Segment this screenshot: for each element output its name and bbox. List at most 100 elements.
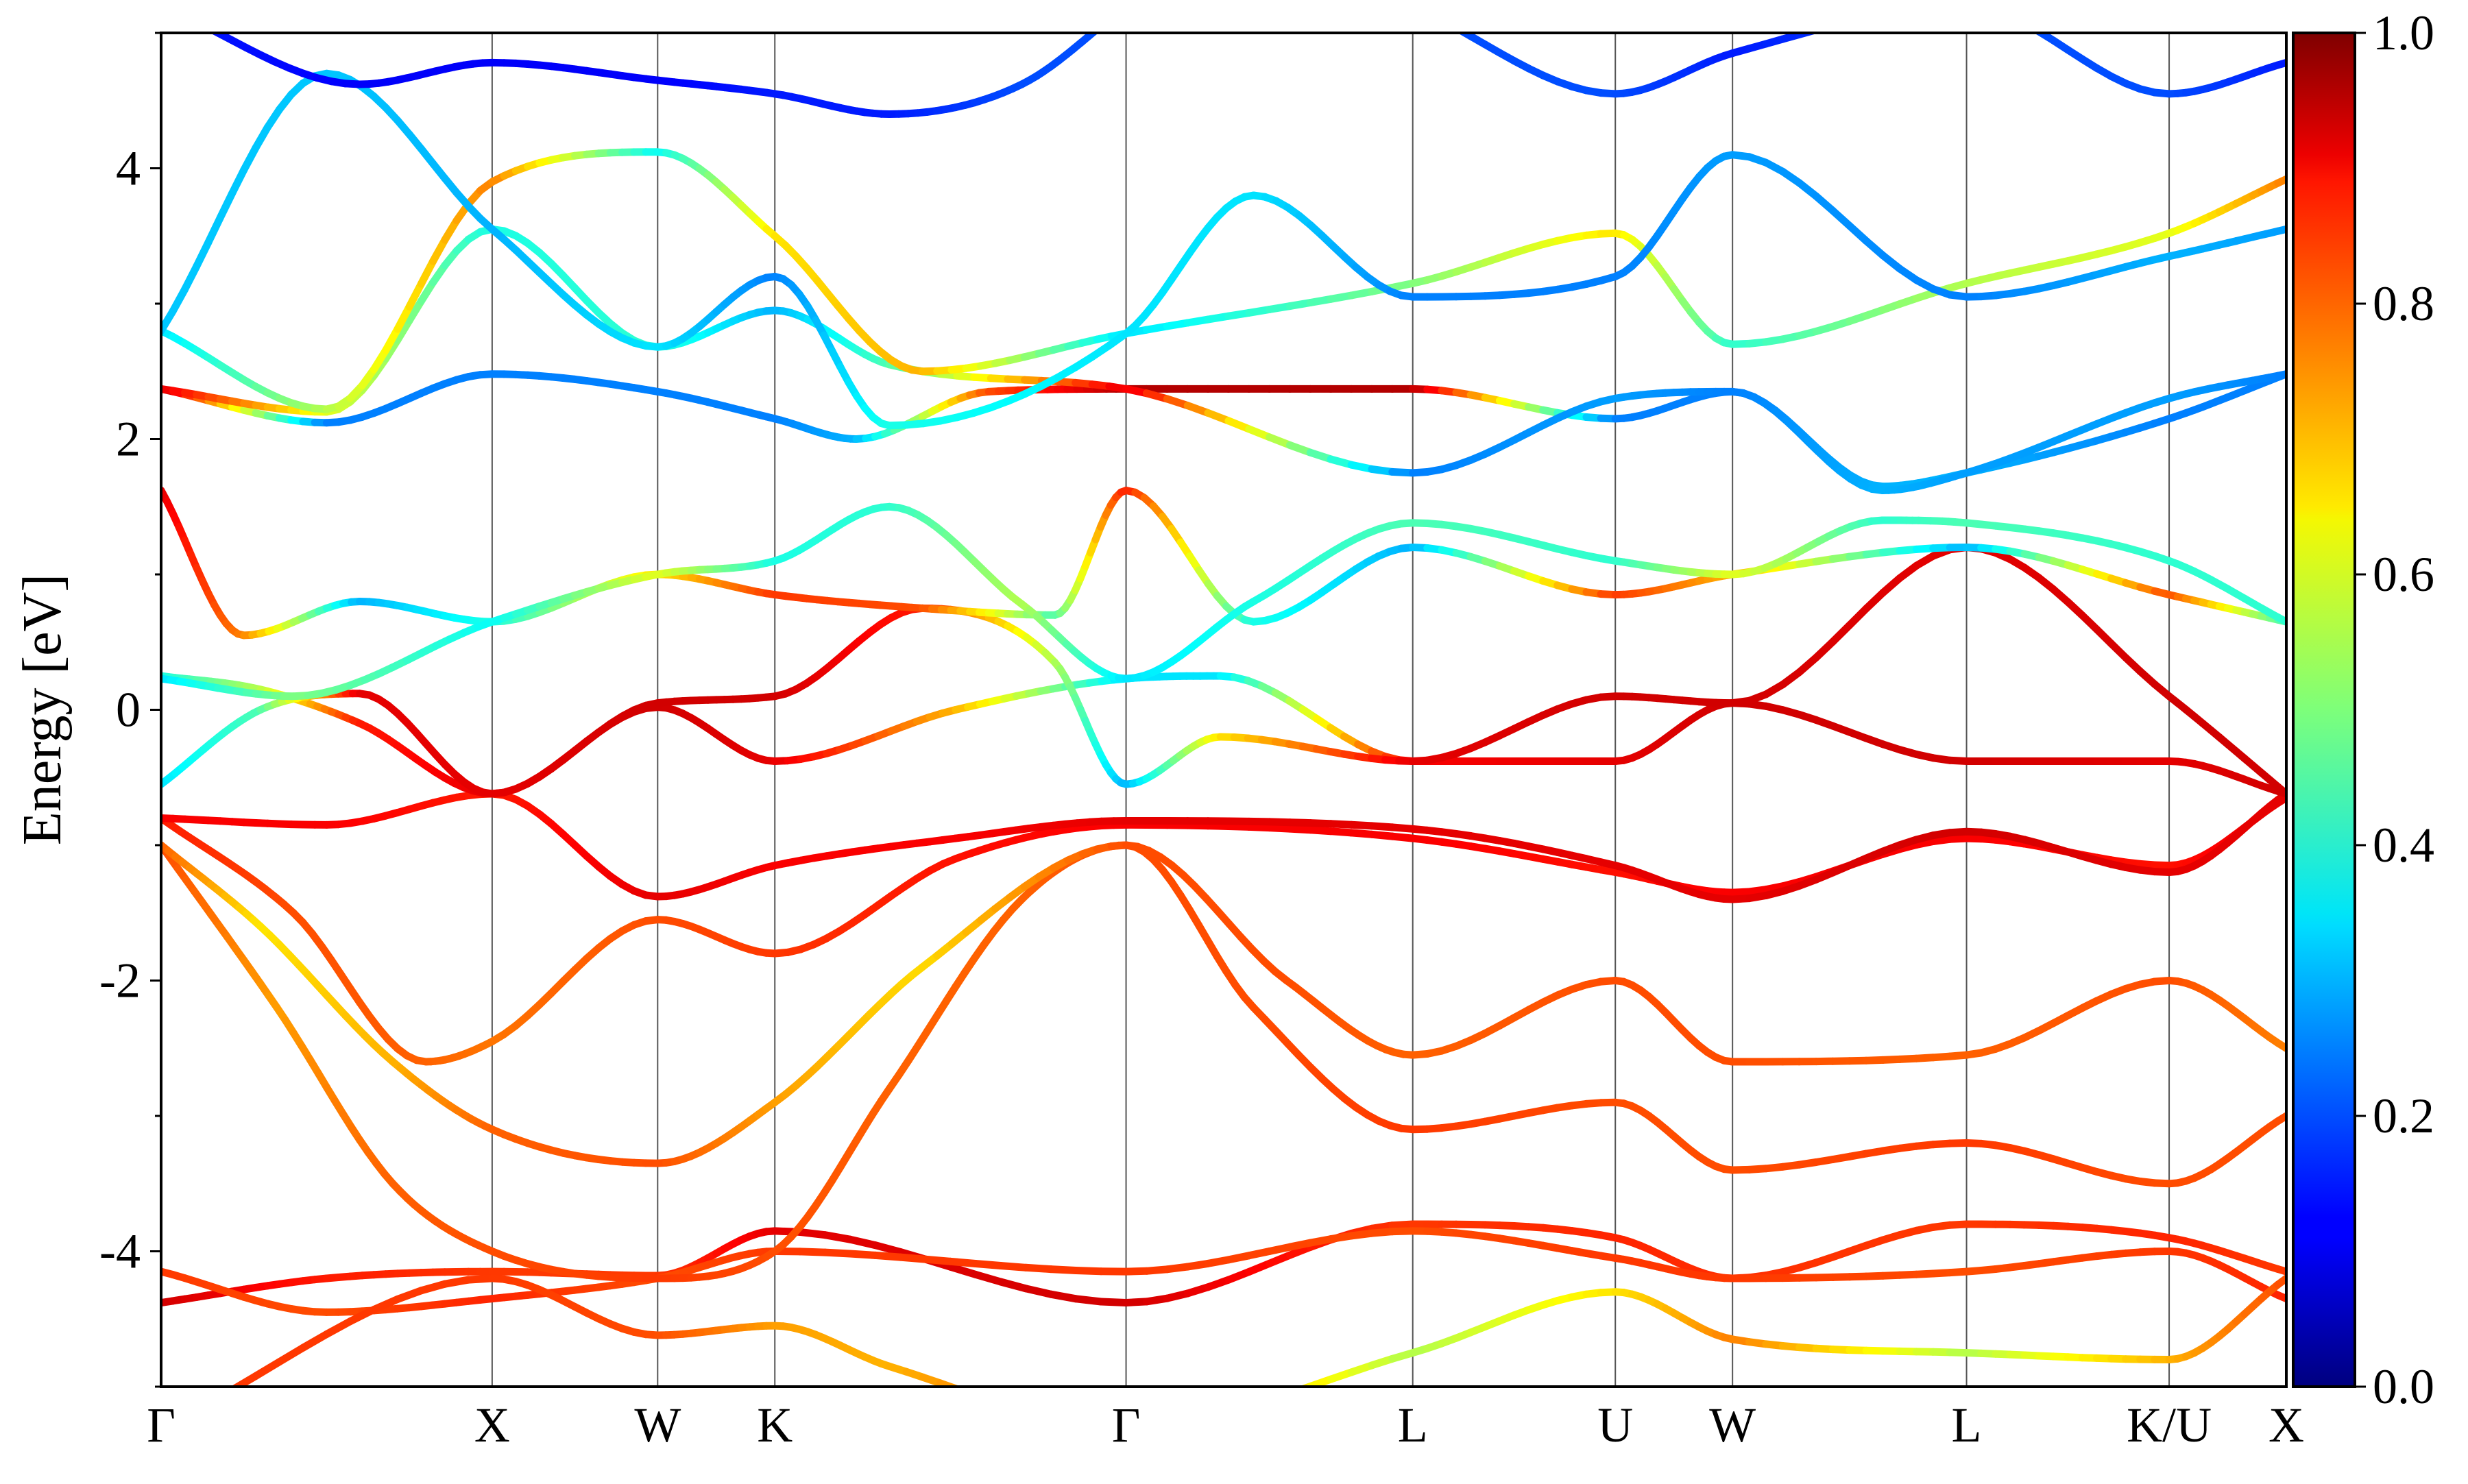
band-segment	[1096, 24, 1104, 30]
band-segment	[1208, 1412, 1229, 1417]
band-segment	[1981, 7, 1996, 10]
band-segment	[1833, 21, 1850, 25]
y-tick-label: 2	[116, 412, 141, 467]
band-segment	[950, 1267, 976, 1274]
band-segment	[1249, 1400, 1270, 1407]
colorbar	[2293, 33, 2355, 1387]
colorbar-tick-label: 0.6	[2373, 547, 2434, 602]
band-segment	[875, 1255, 901, 1257]
band-segment	[1092, 1425, 1109, 1426]
band-segment	[1001, 1266, 1026, 1268]
x-tick-label: X	[474, 1398, 510, 1452]
band-segment	[1442, 20, 1456, 27]
band-segment	[244, 148, 256, 170]
x-tick-label: Γ	[1112, 1398, 1141, 1452]
band-segment	[208, 1390, 232, 1404]
band-segment	[280, 1348, 303, 1362]
band-segment	[1076, 1299, 1101, 1302]
band-3	[161, 845, 2286, 1163]
band-segment	[1916, 8, 1933, 10]
band-segment	[232, 170, 244, 193]
band-segment	[2024, 23, 2039, 32]
band-segment	[957, 1389, 974, 1395]
band-segment	[326, 1322, 350, 1335]
band-segment	[1167, 1422, 1187, 1425]
y-tick-label: 4	[116, 141, 141, 196]
band-segment	[303, 1335, 327, 1348]
band-segment	[1076, 1423, 1093, 1426]
band-segment	[950, 1261, 976, 1263]
x-tick-label: K	[757, 1398, 793, 1452]
band-segment	[1001, 1282, 1026, 1289]
band-11	[161, 229, 2286, 490]
band-segment	[1119, 6, 1126, 12]
band-segment	[1187, 1418, 1208, 1422]
colorbar-tick-label: 0.4	[2373, 818, 2434, 873]
band-4	[161, 798, 2286, 1062]
band-segment	[1816, 25, 1832, 29]
band-segment	[1041, 1415, 1058, 1420]
band-segment	[1058, 1420, 1076, 1423]
colorbar-ticks: 1.00.80.60.40.20.0	[2355, 5, 2434, 1414]
x-tick-label: W	[634, 1398, 681, 1452]
band-7	[161, 548, 2286, 794]
band-segment	[1104, 18, 1111, 24]
band-segment	[185, 1403, 209, 1415]
band-segment	[398, 1291, 422, 1300]
band-14	[161, 6, 1126, 114]
band-segment	[926, 1259, 951, 1261]
y-axis: 420-2-4	[99, 33, 161, 1387]
band-segment	[1025, 1411, 1042, 1415]
y-tick-label: -4	[99, 1224, 141, 1279]
band-segment	[1026, 1289, 1051, 1294]
y-axis-label: Energy [eV]	[12, 574, 73, 845]
x-tick-label: Γ	[147, 1398, 176, 1452]
x-tick-label: W	[1709, 1398, 1756, 1452]
band-segment	[1933, 6, 1950, 8]
band-segment	[1413, 6, 1427, 13]
band-segment	[1866, 14, 1883, 18]
band-segment	[850, 1254, 875, 1255]
band-segment	[2010, 16, 2024, 23]
band-8	[161, 491, 2286, 635]
band-segment	[197, 242, 208, 266]
band-segment	[991, 1400, 1008, 1406]
band-segment	[1883, 12, 1900, 14]
band-segment	[176, 12, 190, 19]
x-tick-label: L	[1952, 1398, 1982, 1452]
y-tick-label: -2	[99, 953, 141, 1008]
band-segment	[825, 1235, 850, 1240]
colorbar-tick-label: 0.8	[2373, 276, 2434, 331]
band-segment	[189, 19, 204, 25]
band-segment	[1427, 12, 1442, 20]
band-segment	[976, 1264, 1001, 1266]
band-segment	[220, 193, 232, 217]
band-segment	[875, 1245, 901, 1252]
band-segment	[900, 1257, 926, 1259]
band-segment	[185, 267, 197, 290]
band-segment	[161, 6, 176, 12]
band-segment	[1008, 1406, 1025, 1411]
band-segment	[256, 1362, 280, 1376]
band-segment	[1850, 18, 1866, 21]
band-segment	[1026, 1267, 1051, 1269]
band-segment	[1229, 1407, 1249, 1412]
band-segment	[1996, 11, 2010, 16]
band-segment	[974, 1395, 991, 1400]
colorbar-tick-label: 1.0	[2373, 5, 2434, 60]
band-segment	[1111, 12, 1119, 18]
band-segment	[1967, 6, 1981, 8]
band-segment	[1146, 1424, 1167, 1426]
colorbar-tick-label: 0.2	[2373, 1088, 2434, 1143]
band-segment	[208, 218, 220, 243]
high-symmetry-lines	[492, 33, 2169, 1387]
x-tick-label: L	[1398, 1398, 1428, 1452]
x-tick-label: K/U	[2127, 1398, 2212, 1452]
band-segment	[1900, 9, 1916, 11]
x-tick-label: X	[2269, 1398, 2304, 1452]
band-5	[161, 794, 2286, 899]
band-segment	[1051, 1294, 1076, 1299]
